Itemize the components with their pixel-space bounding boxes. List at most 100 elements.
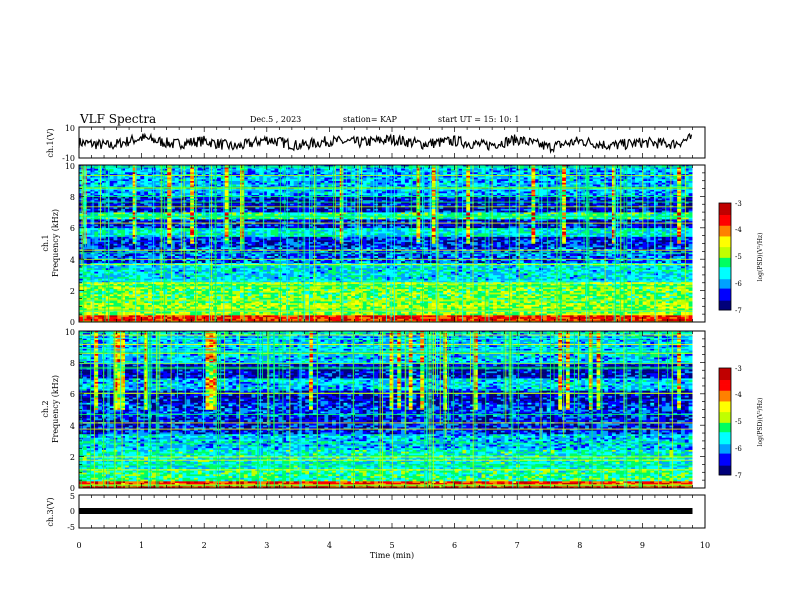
spectrogram-cell [114,238,118,240]
spectrogram-cell [236,291,240,293]
spectrogram-cell [125,230,129,232]
spectrogram-cell [232,237,236,239]
spectrogram-cell [259,254,263,256]
spectrogram-cell [79,278,83,280]
spectrogram-cell [87,172,91,174]
spectrogram-cell [106,235,110,237]
spectrogram-cell [167,179,171,181]
spectrogram-cell [190,273,194,275]
spectrogram-cell [248,198,252,200]
spectrogram-cell [133,305,137,307]
spectrogram-cell [140,306,144,308]
spectrogram-cell [202,266,206,268]
spectrogram-cell [87,168,91,170]
spectrogram-cell [137,305,141,307]
spectrogram-cell [148,203,152,205]
spectrogram-cell [133,277,137,279]
spectrogram-cell [275,182,279,184]
spectrogram-cell [255,287,259,289]
spectrogram-cell [248,212,252,214]
spectrogram-cell [255,198,259,200]
spectrogram-cell [202,296,206,298]
spectrogram-cell [267,261,271,263]
spectrogram-cell [114,306,118,308]
spectrogram-cell [117,237,121,239]
spectrogram-cell [202,292,206,294]
spectrogram-cell [110,179,114,181]
spectrogram-cell [259,298,263,300]
spectrogram-cell [179,291,183,293]
spectrogram-cell [236,244,240,246]
spectrogram-cell [248,210,252,212]
spectrogram-cell [163,226,167,228]
spectrogram-cell [179,275,183,277]
spectrogram-cell [248,182,252,184]
spectrogram-cell [133,240,137,242]
spectrogram-cell [148,238,152,240]
spectrogram-cell [175,230,179,232]
spectrogram-cell [190,233,194,235]
spectrogram-cell [129,226,133,228]
spectrogram-cell [225,179,229,181]
spectrogram-cell [98,273,102,275]
spectrogram-cell [202,287,206,289]
spectrogram-cell [163,278,167,280]
spectrogram-cell [248,170,252,172]
spectrogram-cell [179,224,183,226]
spectrogram-cell [94,193,98,195]
spectrogram-cell [198,228,202,230]
spectrogram-cell [232,228,236,230]
spectrogram-cell [267,277,271,279]
spectrogram-cell [186,233,190,235]
spectrogram-cell [167,275,171,277]
spectrogram-cell [232,294,236,296]
spectrogram-cell [259,301,263,303]
spectrogram-cell [163,268,167,270]
spectrogram-cell [106,168,110,170]
spectrogram-cell [179,273,183,275]
spectrogram-cell [255,212,259,214]
spectrogram-cell [98,291,102,293]
spectrogram-cell [125,250,129,252]
spectrogram-cell [175,221,179,223]
spectrogram-cell [106,312,110,314]
spectrogram-cell [225,212,229,214]
spectrogram-cell [179,277,183,279]
spectrogram-cell [175,244,179,246]
spectrogram-cell [117,226,121,228]
spectrogram-cell [163,179,167,181]
spectrogram-cell [190,242,194,244]
spectrogram-cell [129,198,133,200]
spectrogram-cell [129,238,133,240]
spectrogram-cell [117,313,121,315]
spectrogram-cell [94,182,98,184]
spectrogram-cell [117,261,121,263]
spectrogram-cell [255,247,259,249]
spectrogram-cell [175,219,179,221]
spectrogram-cell [259,312,263,314]
spectrogram-cell [148,168,152,170]
spectrogram-cell [252,298,256,300]
spectrogram-cell [167,172,171,174]
spectrogram-cell [198,231,202,233]
spectrogram-cell [255,184,259,186]
spectrogram-cell [110,219,114,221]
spectrogram-cell [125,315,129,317]
spectrogram-cell [156,275,160,277]
spectrogram-cell [186,242,190,244]
spectrogram-cell [125,170,129,172]
spectrogram-cell [140,250,144,252]
spectrogram-cell [167,226,171,228]
spectrogram-cell [106,268,110,270]
spectrogram-cell [267,184,271,186]
spectrogram-cell [275,287,279,289]
spectrogram-cell [275,315,279,317]
spectrogram-cell [267,170,271,172]
spectrogram-cell [102,289,106,291]
spectrogram-cell [202,242,206,244]
spectrogram-cell [167,277,171,279]
spectrogram-cell [102,230,106,232]
spectrogram-cell [202,291,206,293]
spectrogram-cell [87,256,91,258]
spectrogram-cell [106,226,110,228]
